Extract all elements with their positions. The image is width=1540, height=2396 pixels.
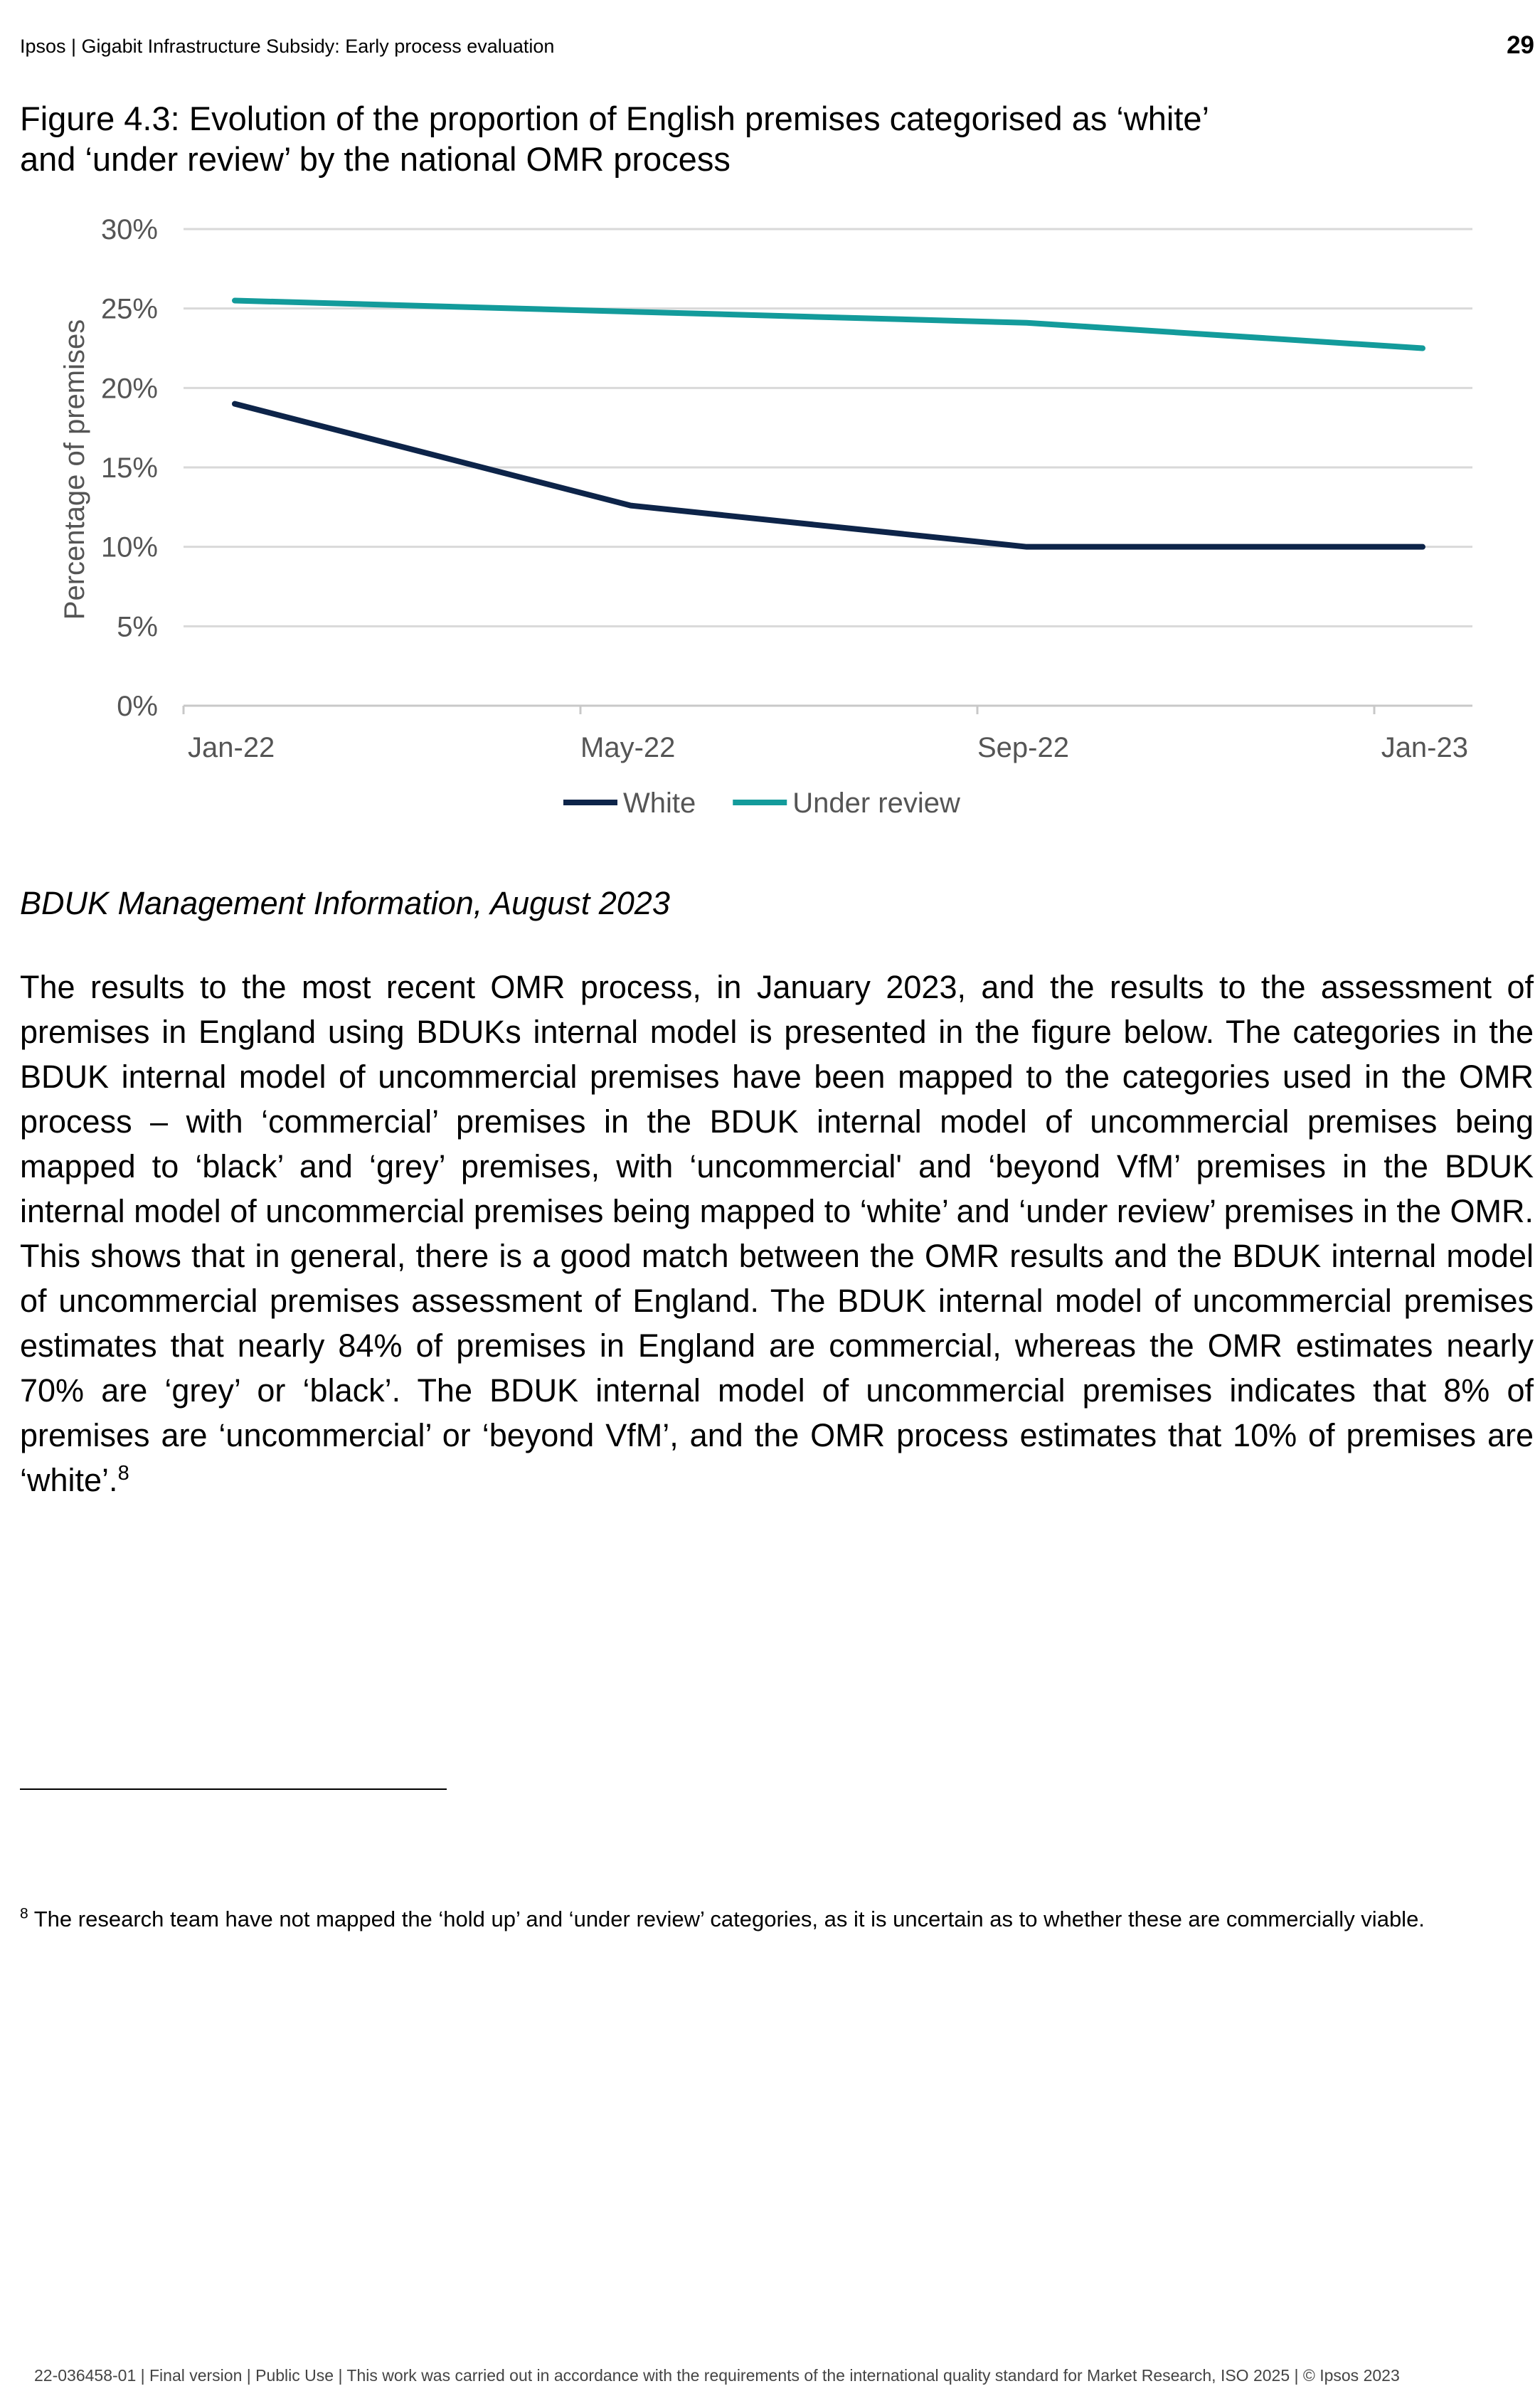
series-lines — [232, 297, 1425, 550]
y-tick-label: 0% — [117, 691, 158, 722]
footnote-reference: 8 — [117, 1462, 129, 1485]
series-line-white — [232, 401, 1425, 550]
x-tick-label: Sep-22 — [977, 732, 1069, 763]
x-tick-label: Jan-22 — [188, 732, 275, 763]
footnote: 8 The research team have not mapped the … — [20, 1907, 1425, 1932]
page-number: 29 — [1507, 31, 1534, 59]
line-chart: 0%5%10%15%20%25%30% Jan-22 May-22 Sep-22 Ja… — [59, 214, 1472, 819]
y-axis-label: Percentage of premises — [59, 319, 90, 620]
series-line-under-review — [232, 297, 1425, 351]
footnote-number: 8 — [20, 1905, 28, 1922]
y-tick-label: 5% — [117, 611, 158, 642]
y-tick-label: 15% — [101, 452, 158, 484]
footnote-text: The research team have not mapped the ‘h… — [28, 1907, 1425, 1931]
figure-title: Figure 4.3: Evolution of the proportion … — [20, 100, 1209, 178]
y-axis-ticks: 0% 5% 10% 15% 20% 25% 30% — [101, 214, 158, 722]
x-tick-label: Jan-23 — [1381, 732, 1468, 763]
figure-source: BDUK Management Information, August 2023 — [20, 885, 670, 921]
y-tick-label: 30% — [101, 214, 158, 245]
legend-label: Under review — [792, 788, 960, 819]
body-paragraph-text: The results to the most recent OMR proce… — [20, 969, 1534, 1498]
x-axis-ticks: Jan-22 May-22 Sep-22 Jan-23 — [182, 706, 1468, 763]
running-header: Ipsos | Gigabit Infrastructure Subsidy: … — [20, 36, 555, 57]
y-tick-label: 20% — [101, 373, 158, 404]
x-tick-label: May-22 — [580, 732, 675, 763]
page-footer: 22-036458-01 | Final version | Public Us… — [34, 2366, 1400, 2385]
footnote-divider — [20, 1788, 447, 1790]
chart-grid — [184, 228, 1472, 707]
y-tick-label: 10% — [101, 532, 158, 563]
chart-legend: White Under review — [563, 788, 960, 819]
y-tick-label: 25% — [101, 294, 158, 325]
body-paragraph: The results to the most recent OMR proce… — [20, 965, 1534, 1502]
legend-label: White — [623, 788, 696, 819]
